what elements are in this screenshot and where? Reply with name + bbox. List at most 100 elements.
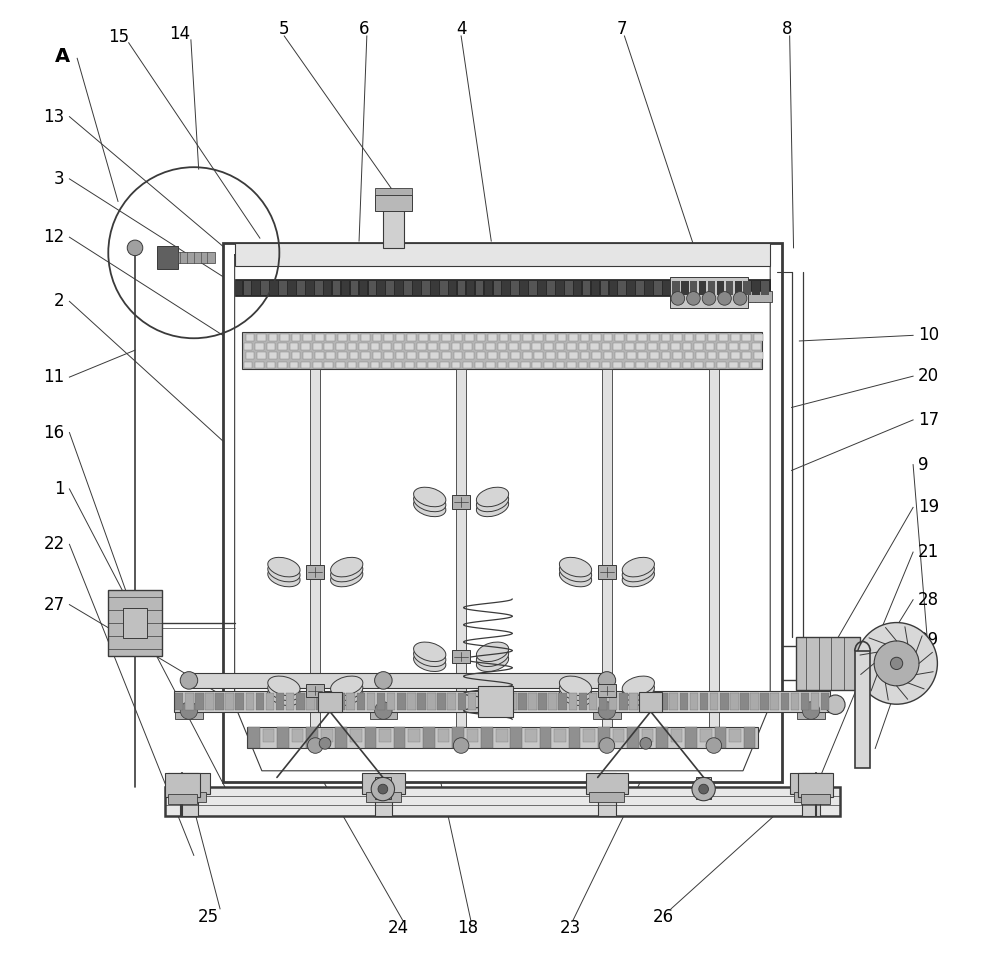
Bar xyxy=(316,693,325,711)
Bar xyxy=(257,333,266,341)
Bar xyxy=(748,291,772,302)
Bar xyxy=(486,343,495,350)
Text: 13: 13 xyxy=(43,108,65,125)
Bar xyxy=(215,693,224,711)
Bar xyxy=(583,281,590,295)
Bar xyxy=(288,281,296,295)
Bar xyxy=(615,333,624,341)
Bar xyxy=(498,693,506,711)
Bar xyxy=(348,343,356,350)
Ellipse shape xyxy=(559,681,592,701)
Bar xyxy=(583,729,595,742)
Bar xyxy=(548,693,557,711)
Bar xyxy=(442,352,451,360)
Bar xyxy=(598,566,616,578)
Bar xyxy=(306,693,315,711)
Bar xyxy=(602,343,610,350)
Bar xyxy=(790,773,832,794)
Text: 8: 8 xyxy=(781,20,792,38)
Bar xyxy=(694,362,703,368)
Bar xyxy=(488,693,496,711)
Text: 17: 17 xyxy=(918,411,939,429)
Bar xyxy=(310,369,320,739)
Bar xyxy=(315,333,324,341)
Bar xyxy=(569,727,580,748)
Bar xyxy=(342,281,349,295)
Bar xyxy=(318,692,342,712)
Bar xyxy=(248,727,260,748)
Text: 21: 21 xyxy=(918,543,939,561)
Bar xyxy=(205,693,214,711)
Ellipse shape xyxy=(559,557,592,576)
Bar xyxy=(735,281,742,295)
Bar xyxy=(481,727,493,748)
Bar xyxy=(719,333,728,341)
Bar xyxy=(671,729,682,742)
Bar xyxy=(359,343,368,350)
Bar xyxy=(740,362,749,368)
Ellipse shape xyxy=(268,677,300,696)
Bar xyxy=(781,693,789,711)
Bar xyxy=(375,195,412,211)
Bar xyxy=(750,693,759,711)
Bar xyxy=(743,281,751,295)
Bar xyxy=(350,333,358,341)
Text: 7: 7 xyxy=(616,20,627,38)
Text: 24: 24 xyxy=(387,920,409,937)
Bar xyxy=(463,343,472,350)
Bar xyxy=(683,362,691,368)
Bar xyxy=(720,693,729,711)
Bar xyxy=(377,693,385,711)
Bar xyxy=(269,352,277,360)
Bar xyxy=(602,369,612,739)
Bar xyxy=(794,792,829,802)
Bar xyxy=(498,362,506,368)
Ellipse shape xyxy=(331,677,363,696)
Bar xyxy=(589,693,597,711)
Bar xyxy=(338,352,347,360)
Bar xyxy=(717,343,726,350)
Bar xyxy=(486,362,495,368)
Bar xyxy=(670,277,748,308)
Bar xyxy=(752,362,761,368)
Bar xyxy=(242,332,762,369)
Bar xyxy=(796,637,860,690)
Bar xyxy=(821,693,829,711)
Bar xyxy=(609,693,617,711)
Bar xyxy=(569,333,578,341)
Bar xyxy=(361,333,370,341)
Circle shape xyxy=(180,702,198,719)
Circle shape xyxy=(802,702,820,719)
Bar xyxy=(488,352,497,360)
Bar xyxy=(729,729,741,742)
Bar xyxy=(235,281,242,295)
Bar xyxy=(752,343,761,350)
Bar xyxy=(266,693,274,711)
Bar xyxy=(654,281,662,295)
Circle shape xyxy=(127,240,143,256)
Bar xyxy=(417,343,426,350)
Bar xyxy=(639,692,662,712)
Bar xyxy=(546,352,555,360)
Bar xyxy=(359,362,368,368)
Bar xyxy=(581,333,589,341)
Ellipse shape xyxy=(268,563,300,582)
Bar xyxy=(625,343,634,350)
Bar xyxy=(270,281,278,295)
Bar xyxy=(798,773,833,797)
Bar xyxy=(660,362,668,368)
Bar xyxy=(558,333,566,341)
Bar xyxy=(615,352,624,360)
Text: 12: 12 xyxy=(43,228,65,246)
Bar xyxy=(303,333,312,341)
Bar xyxy=(407,333,416,341)
Ellipse shape xyxy=(414,642,446,662)
Circle shape xyxy=(453,738,469,753)
Bar xyxy=(500,352,508,360)
Bar xyxy=(650,352,659,360)
Bar xyxy=(336,693,345,711)
Bar xyxy=(405,362,414,368)
Bar xyxy=(801,794,830,804)
Bar xyxy=(639,693,648,711)
Bar xyxy=(189,673,607,688)
